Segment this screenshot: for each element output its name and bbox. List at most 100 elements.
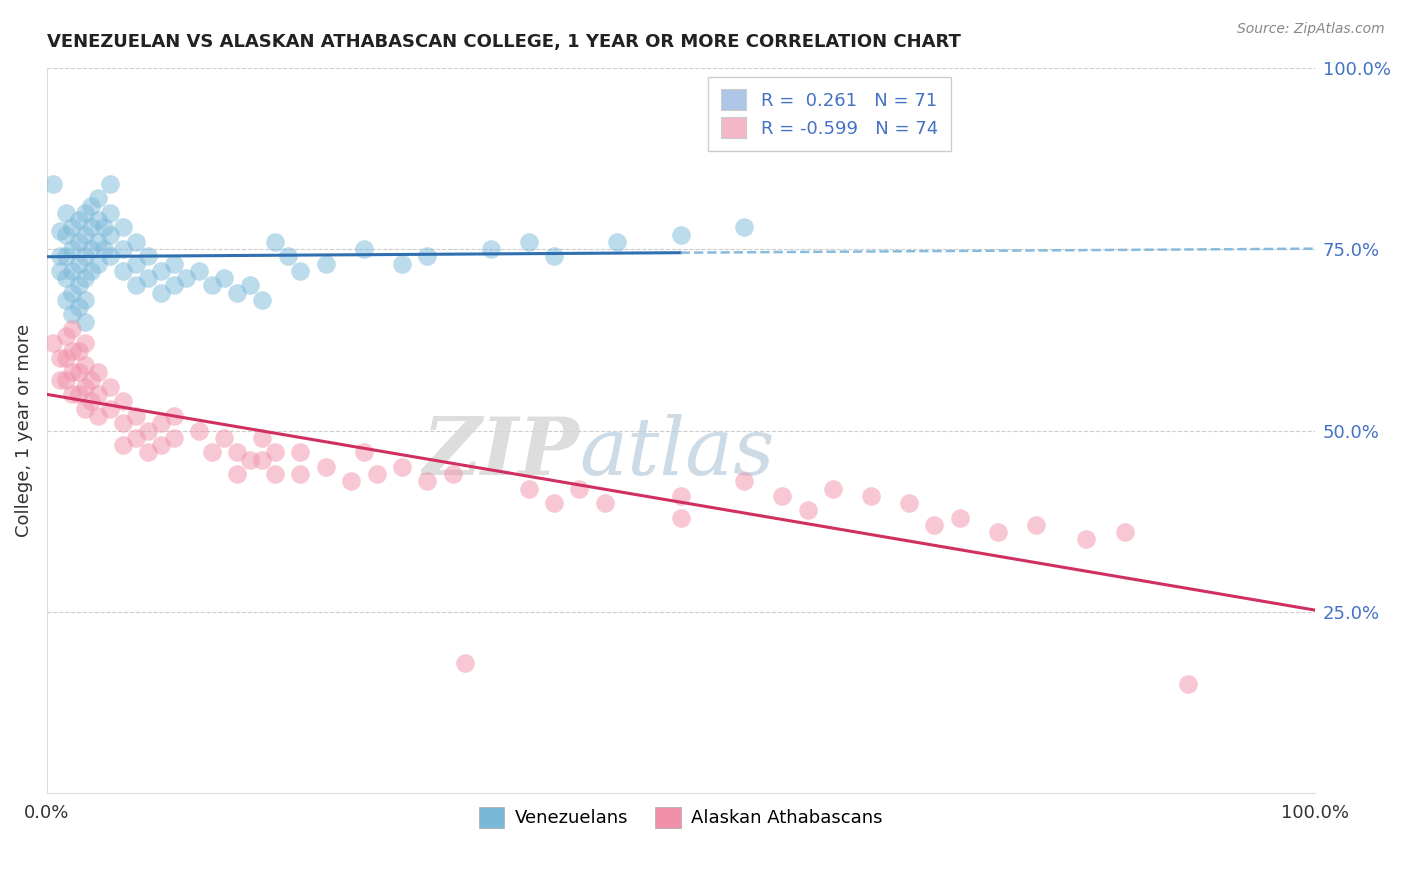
Point [163,278,186,293]
Point [315,257,337,271]
Point [315,459,337,474]
Point [73,336,96,351]
Point [859,489,882,503]
Point [669,510,692,524]
Point [226,445,249,459]
Point [73,293,96,307]
Point [98,380,121,394]
Point [136,424,159,438]
Point [67,343,90,358]
Point [479,242,502,256]
Point [67,366,90,380]
Point [67,300,90,314]
Point [73,401,96,416]
Point [733,475,755,489]
Point [124,257,146,271]
Point [86,387,108,401]
Point [93,242,115,256]
Point [163,409,186,423]
Point [48,373,70,387]
Point [264,467,287,481]
Point [55,329,77,343]
Point [239,452,262,467]
Point [770,489,793,503]
Text: VENEZUELAN VS ALASKAN ATHABASCAN COLLEGE, 1 YEAR OR MORE CORRELATION CHART: VENEZUELAN VS ALASKAN ATHABASCAN COLLEGE… [46,33,960,51]
Point [252,431,274,445]
Point [55,293,77,307]
Point [543,249,565,263]
Point [733,220,755,235]
Point [60,343,83,358]
Point [42,177,65,191]
Point [669,227,692,242]
Point [86,409,108,423]
Point [543,496,565,510]
Point [136,271,159,285]
Text: atlas: atlas [579,414,775,491]
Legend: Venezuelans, Alaskan Athabascans: Venezuelans, Alaskan Athabascans [471,800,890,835]
Point [93,220,115,235]
Point [98,227,121,242]
Point [55,227,77,242]
Point [136,445,159,459]
Point [252,293,274,307]
Point [73,249,96,263]
Point [949,510,972,524]
Point [150,285,173,300]
Point [416,249,439,263]
Point [48,224,70,238]
Point [150,417,173,431]
Point [80,394,103,409]
Point [48,249,70,263]
Y-axis label: College, 1 year or more: College, 1 year or more [15,324,32,537]
Point [80,198,103,212]
Point [86,235,108,249]
Point [60,366,83,380]
Point [111,264,134,278]
Point [416,475,439,489]
Point [48,351,70,365]
Point [60,242,83,256]
Point [111,220,134,235]
Point [111,394,134,409]
Point [111,242,134,256]
Point [67,257,90,271]
Text: ZIP: ZIP [422,414,579,491]
Point [73,206,96,220]
Point [80,264,103,278]
Point [176,271,198,285]
Point [67,213,90,227]
Point [201,278,224,293]
Point [987,525,1010,540]
Point [67,387,90,401]
Point [264,235,287,249]
Point [73,227,96,242]
Point [60,322,83,336]
Point [669,489,692,503]
Point [290,264,312,278]
Point [42,336,65,351]
Point [60,220,83,235]
Point [67,235,90,249]
Point [124,235,146,249]
Point [606,235,628,249]
Point [454,656,477,670]
Point [124,431,146,445]
Point [124,409,146,423]
Point [924,517,946,532]
Point [277,249,299,263]
Point [55,206,77,220]
Point [136,249,159,263]
Point [1114,525,1136,540]
Point [188,424,211,438]
Point [86,366,108,380]
Point [60,387,83,401]
Point [226,285,249,300]
Point [60,307,83,321]
Point [55,271,77,285]
Point [150,264,173,278]
Point [86,257,108,271]
Point [98,401,121,416]
Point [897,496,920,510]
Point [73,358,96,372]
